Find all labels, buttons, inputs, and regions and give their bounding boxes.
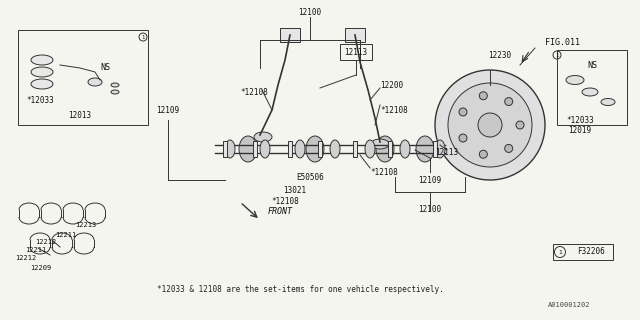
Bar xyxy=(253,141,257,157)
Circle shape xyxy=(459,134,467,142)
Text: E50506: E50506 xyxy=(296,172,324,181)
Text: 12213: 12213 xyxy=(75,222,96,228)
Bar xyxy=(557,50,627,125)
Text: NS: NS xyxy=(100,62,110,71)
Bar xyxy=(345,28,365,42)
Ellipse shape xyxy=(582,88,598,96)
Text: FIG.011: FIG.011 xyxy=(545,37,580,46)
Text: A010001202: A010001202 xyxy=(547,302,590,308)
Text: *12033: *12033 xyxy=(26,95,54,105)
Bar xyxy=(353,141,357,157)
Text: 12013: 12013 xyxy=(68,110,92,119)
Text: *12108: *12108 xyxy=(240,87,268,97)
Bar xyxy=(280,28,300,42)
Ellipse shape xyxy=(330,140,340,158)
Text: NS: NS xyxy=(587,60,597,69)
Ellipse shape xyxy=(88,78,102,86)
Ellipse shape xyxy=(376,136,394,162)
Text: 12212: 12212 xyxy=(35,239,56,245)
Circle shape xyxy=(505,144,513,152)
Circle shape xyxy=(478,113,502,137)
Text: *12108: *12108 xyxy=(370,167,397,177)
Text: 12211: 12211 xyxy=(25,247,46,253)
Ellipse shape xyxy=(601,99,615,106)
Text: 12211: 12211 xyxy=(55,232,76,238)
Ellipse shape xyxy=(295,140,305,158)
Ellipse shape xyxy=(435,140,445,158)
Text: 1: 1 xyxy=(558,250,562,254)
Ellipse shape xyxy=(566,76,584,84)
Circle shape xyxy=(479,150,487,158)
Bar xyxy=(18,30,148,125)
Ellipse shape xyxy=(254,132,272,142)
Bar xyxy=(388,141,392,157)
Circle shape xyxy=(459,108,467,116)
Text: 12200: 12200 xyxy=(380,81,403,90)
Text: 13021: 13021 xyxy=(284,186,307,195)
Text: 12019: 12019 xyxy=(568,125,591,134)
Text: 12212: 12212 xyxy=(15,255,36,261)
Text: 12109: 12109 xyxy=(419,175,442,185)
Ellipse shape xyxy=(31,55,53,65)
Text: 12113: 12113 xyxy=(435,148,458,156)
Text: 12209: 12209 xyxy=(30,265,51,271)
Circle shape xyxy=(435,70,545,180)
Ellipse shape xyxy=(260,140,270,158)
Ellipse shape xyxy=(400,140,410,158)
Circle shape xyxy=(448,83,532,167)
Text: *12108: *12108 xyxy=(271,197,299,206)
Text: 1: 1 xyxy=(141,35,145,39)
Text: *12108: *12108 xyxy=(380,106,408,115)
Bar xyxy=(433,141,437,157)
Ellipse shape xyxy=(111,90,119,94)
Text: 12109: 12109 xyxy=(156,106,180,115)
Text: F32206: F32206 xyxy=(577,247,605,257)
Bar xyxy=(318,141,322,157)
Ellipse shape xyxy=(416,136,434,162)
Bar xyxy=(340,44,372,60)
Bar xyxy=(553,244,613,260)
Text: 12100: 12100 xyxy=(298,7,321,17)
Text: *12033 & 12108 are the set-items for one vehicle respectively.: *12033 & 12108 are the set-items for one… xyxy=(157,285,444,294)
Text: 12100: 12100 xyxy=(419,205,442,214)
Circle shape xyxy=(505,98,513,106)
Ellipse shape xyxy=(371,139,389,149)
Circle shape xyxy=(516,121,524,129)
Ellipse shape xyxy=(306,136,324,162)
Text: *12033: *12033 xyxy=(566,116,594,124)
Ellipse shape xyxy=(239,136,257,162)
Ellipse shape xyxy=(225,140,235,158)
Circle shape xyxy=(479,92,487,100)
Ellipse shape xyxy=(111,83,119,87)
Bar xyxy=(223,141,227,157)
Text: 1: 1 xyxy=(556,52,559,58)
Ellipse shape xyxy=(31,79,53,89)
Text: FRONT: FRONT xyxy=(268,207,293,217)
Text: 12113: 12113 xyxy=(344,47,367,57)
Bar xyxy=(288,141,292,157)
Text: 12230: 12230 xyxy=(488,51,511,60)
Ellipse shape xyxy=(31,67,53,77)
Ellipse shape xyxy=(365,140,375,158)
